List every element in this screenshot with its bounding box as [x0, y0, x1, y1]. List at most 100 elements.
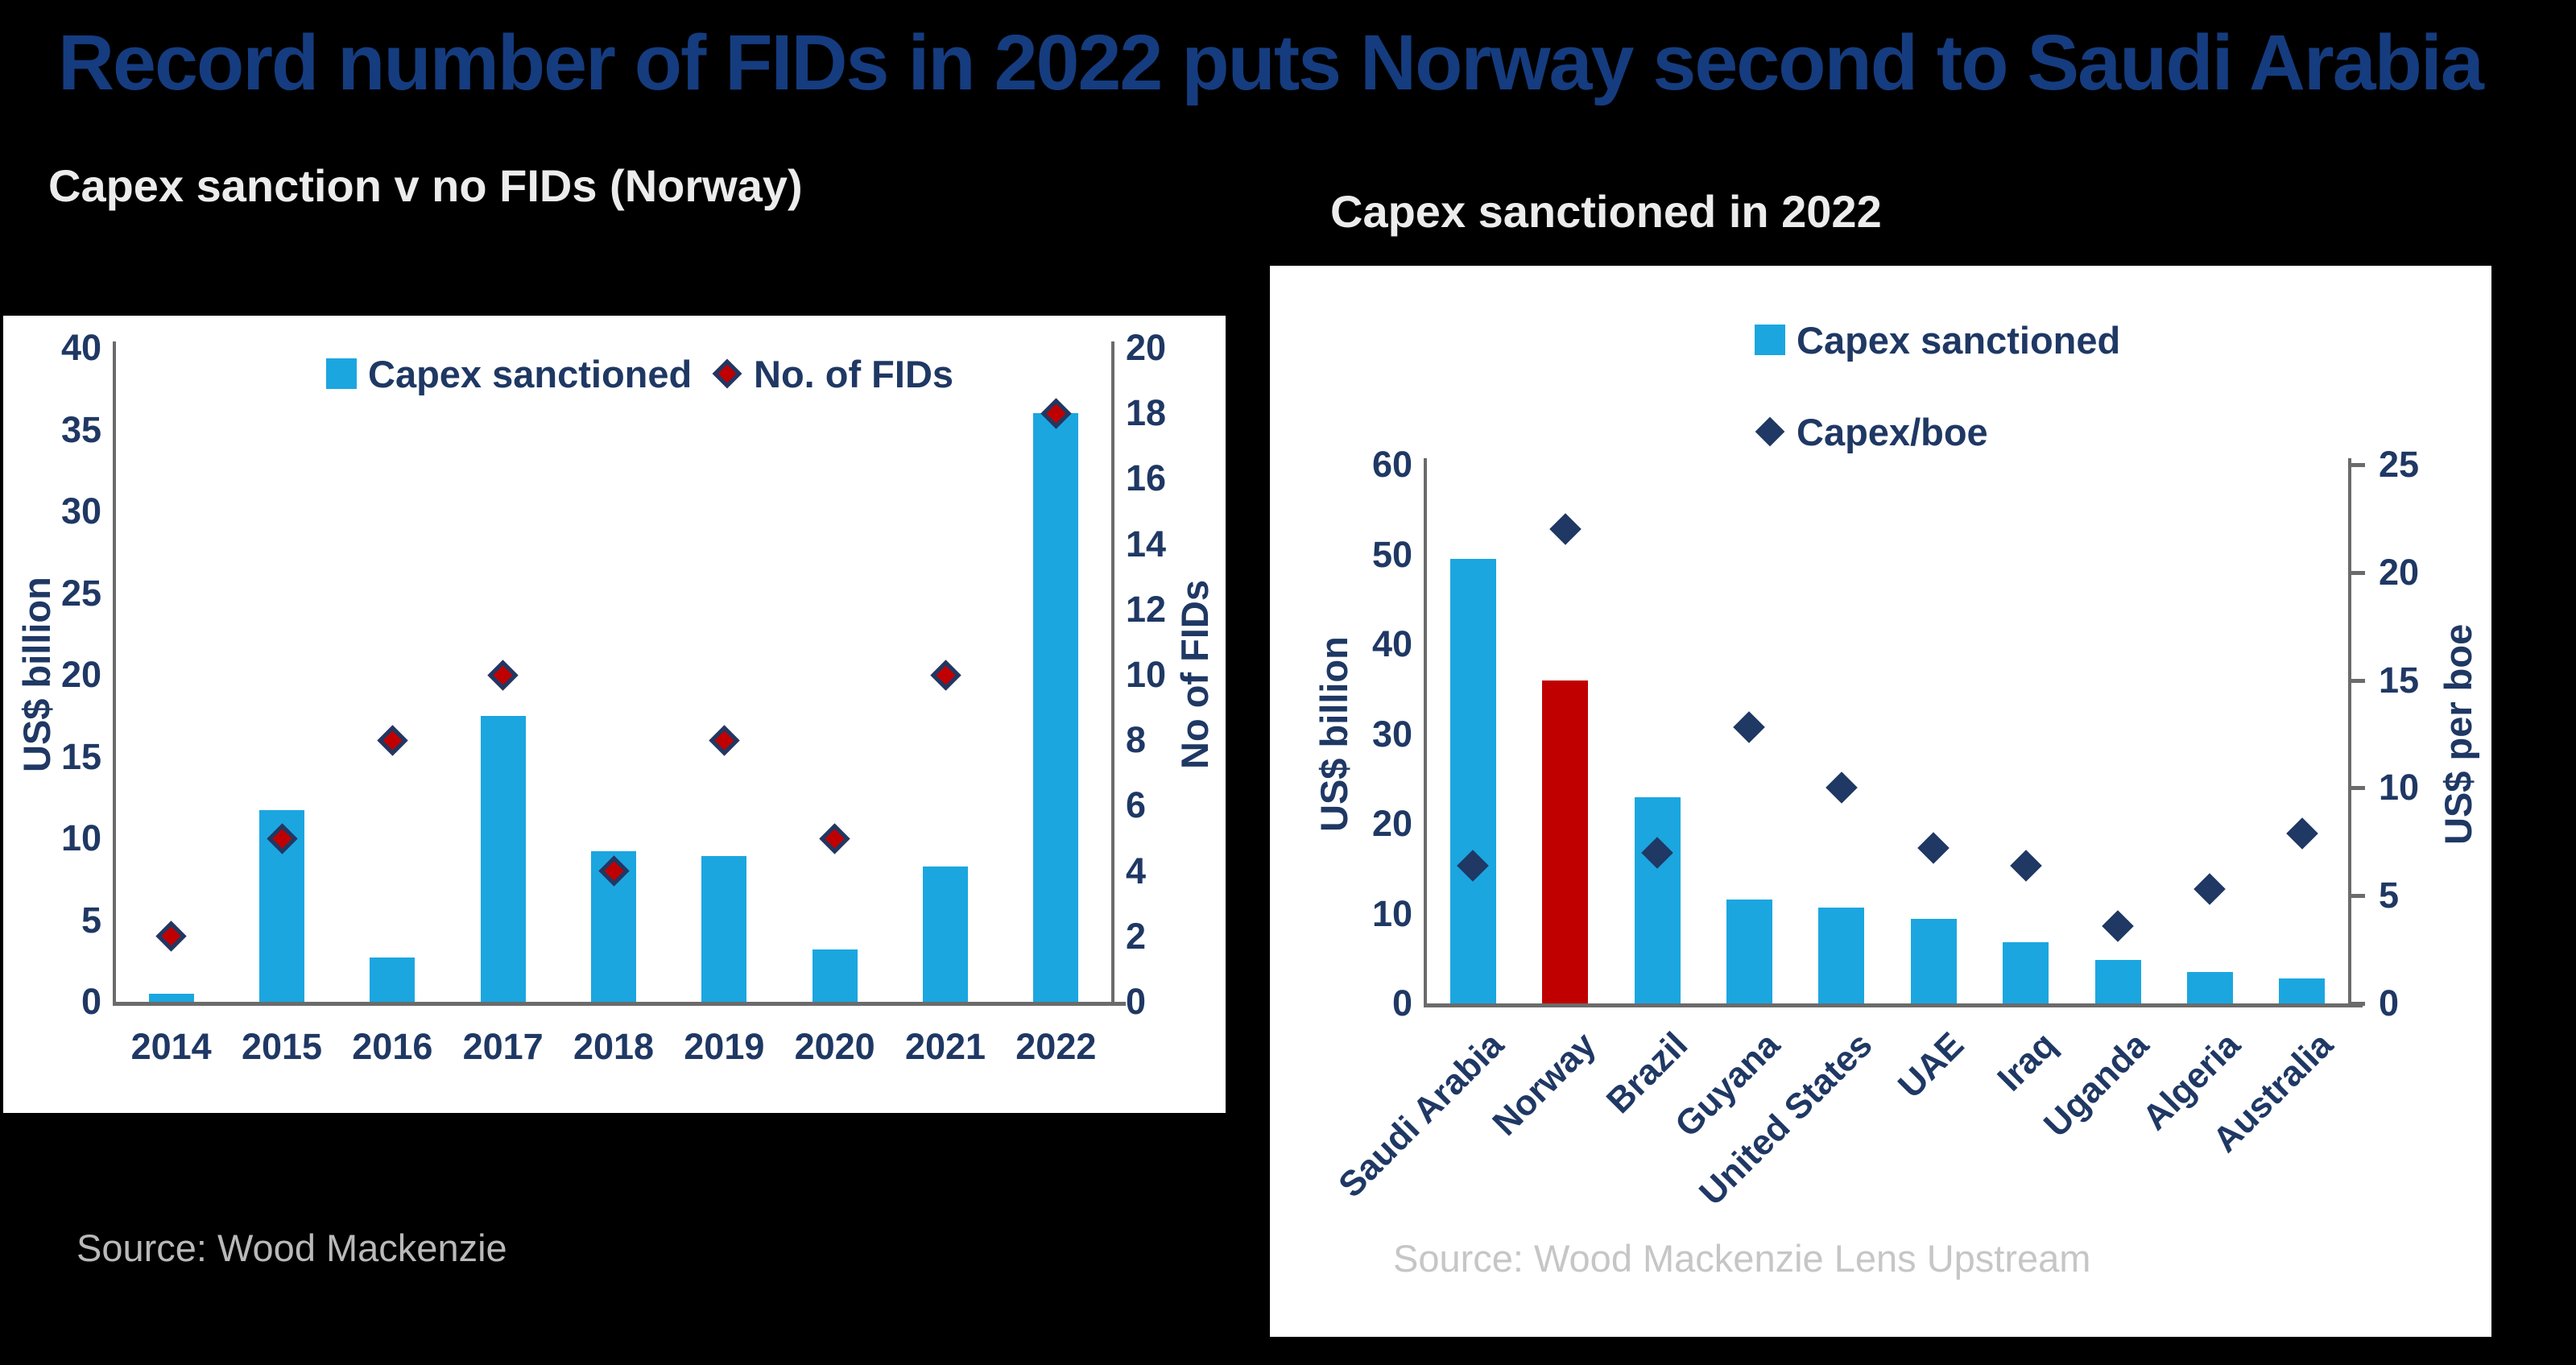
no-of-fids-diamond-icon [712, 358, 742, 389]
legend-item-capex-sanctioned-2022: Capex sanctioned [1755, 316, 2120, 363]
x-tick-label: 2019 [684, 1026, 765, 1067]
y-axis-line [1424, 458, 1427, 1003]
bar [148, 993, 194, 1002]
x-tick-label: 2014 [130, 1026, 212, 1067]
secondary-y-tick-label: 0 [2379, 982, 2400, 1024]
secondary-y-axis-title: No of FIDs [1173, 580, 1216, 770]
bar [2186, 971, 2233, 1003]
y-tick-label: 30 [1371, 713, 1412, 755]
bar [923, 866, 968, 1002]
capex-per-boe-diamond [1548, 513, 1582, 546]
secondary-axis-tick [2351, 678, 2365, 683]
legend-label: Capex/boe [1797, 410, 1988, 453]
secondary-y-axis-line [2348, 458, 2351, 1003]
right-source-text: Source: Wood Mackenzie Lens Upstream [1393, 1237, 2091, 1280]
secondary-y-tick-label: 10 [1126, 654, 1167, 695]
bar [812, 949, 858, 1002]
bar [1818, 907, 1865, 1003]
legend-label: Capex sanctioned [1797, 318, 2121, 362]
secondary-axis-tick [2351, 894, 2365, 899]
capex-per-boe-diamond [2285, 817, 2318, 850]
bar [701, 856, 747, 1002]
x-tick-label: 2015 [241, 1026, 323, 1067]
bar [370, 958, 416, 1002]
y-tick-label: 20 [60, 654, 101, 695]
fid-count-diamond [819, 822, 850, 854]
x-tick-label: 2020 [794, 1026, 875, 1067]
capex-per-boe-diamond [1917, 832, 1950, 865]
secondary-y-tick-label: 2 [1126, 915, 1147, 957]
fid-count-diamond [155, 920, 187, 952]
y-tick-label: 40 [60, 327, 101, 368]
y-tick-label: 10 [1371, 892, 1412, 934]
bar [2003, 942, 2049, 1003]
left-source-text: Source: Wood Mackenzie [76, 1226, 507, 1269]
y-tick-label: 60 [1371, 444, 1412, 485]
capex-per-boe-diamond [1733, 711, 1766, 744]
secondary-axis-tick [2351, 570, 2365, 575]
bar [1449, 559, 1496, 1003]
x-tick-label: 2018 [573, 1026, 655, 1067]
legend-label: Capex sanctioned [368, 352, 693, 395]
y-tick-label: 5 [81, 899, 101, 941]
x-tick-label: 2016 [352, 1026, 433, 1067]
capex-per-boe-diamond [2102, 909, 2134, 942]
secondary-y-tick-label: 16 [1126, 457, 1167, 499]
x-tick-label: UAE [1891, 1024, 1972, 1106]
fid-count-diamond [929, 659, 961, 691]
bar [2279, 978, 2326, 1003]
y-tick-label: 15 [60, 735, 101, 777]
secondary-y-tick-label: 6 [1126, 784, 1147, 826]
page-title: Record number of FIDs in 2022 puts Norwa… [58, 19, 2484, 106]
x-tick-label: Iraq [1990, 1024, 2064, 1099]
secondary-y-tick-label: 15 [2379, 659, 2420, 701]
fid-count-diamond [377, 725, 408, 756]
bar [1910, 919, 1957, 1003]
secondary-y-tick-label: 20 [2379, 551, 2420, 593]
secondary-y-tick-label: 8 [1126, 719, 1147, 761]
secondary-y-tick-label: 14 [1126, 523, 1167, 565]
secondary-axis-tick [2351, 463, 2365, 467]
x-axis-line [1424, 1003, 2363, 1007]
right-chart-panel: Capex sanctioned Capex/boe 0 10 20 30 40 50 60… [1270, 266, 2491, 1337]
fid-count-diamond [709, 725, 740, 756]
capex-sanctioned-swatch-icon [1755, 325, 1785, 355]
capex-per-boe-diamond [2194, 873, 2227, 905]
y-tick-label: 25 [60, 572, 101, 614]
y-tick-label: 10 [60, 817, 101, 858]
secondary-axis-tick [2351, 786, 2365, 791]
legend-label: No. of FIDs [754, 352, 954, 395]
secondary-y-tick-label: 18 [1126, 392, 1167, 434]
secondary-y-tick-label: 12 [1126, 588, 1167, 630]
y-axis-line [113, 341, 116, 1002]
secondary-y-tick-label: 20 [1126, 327, 1167, 368]
capex-per-boe-diamond [2009, 849, 2042, 882]
y-axis-title: US$ billion [15, 577, 58, 773]
bar [2094, 960, 2141, 1003]
secondary-y-tick-label: 10 [2379, 767, 2420, 809]
capex-boe-diamond-icon [1755, 416, 1785, 447]
bar [1033, 413, 1079, 1002]
y-tick-label: 35 [60, 408, 101, 450]
y-axis-title: US$ billion [1313, 636, 1355, 832]
y-tick-label: 20 [1371, 803, 1412, 844]
x-axis-line [113, 1002, 1126, 1006]
bar [1542, 680, 1589, 1003]
y-tick-label: 40 [1371, 623, 1412, 664]
legend-item-capex-boe: Capex/boe [1755, 408, 1988, 455]
legend-item-no-of-fids: No. of FIDs [712, 350, 953, 397]
secondary-y-tick-label: 4 [1126, 850, 1147, 891]
legend-item-capex-sanctioned: Capex sanctioned [326, 350, 692, 397]
y-tick-label: 30 [60, 490, 101, 532]
bar [480, 715, 526, 1002]
y-tick-label: 0 [81, 981, 101, 1022]
fid-count-diamond [487, 659, 519, 691]
left-chart-title: Capex sanction v no FIDs (Norway) [48, 160, 803, 211]
right-chart-title: Capex sanctioned in 2022 [1330, 186, 1882, 237]
y-tick-label: 50 [1371, 533, 1412, 575]
y-tick-label: 0 [1391, 982, 1412, 1024]
bar [1726, 899, 1772, 1003]
secondary-y-tick-label: 0 [1126, 981, 1147, 1022]
secondary-axis-tick [2351, 1002, 2365, 1006]
secondary-y-axis-title: US$ per boe [2437, 623, 2479, 845]
